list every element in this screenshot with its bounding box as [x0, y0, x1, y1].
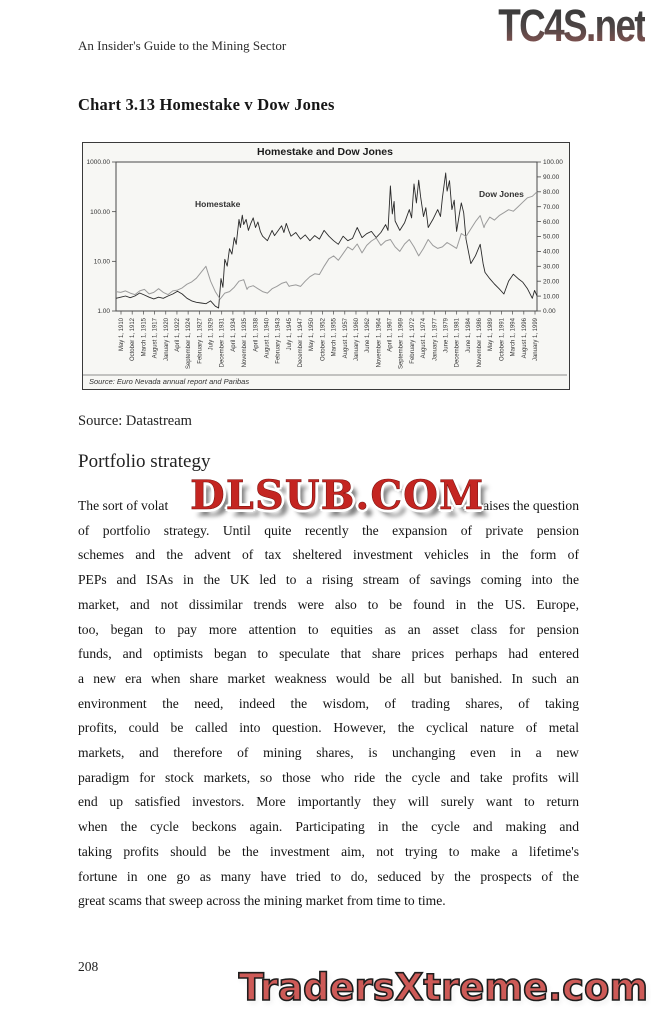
x-axis-label: June 1, 1984 — [466, 317, 472, 352]
paragraph-line: great scams that sweep across the mining… — [78, 893, 446, 909]
x-axis-label: February 1, 1972 — [410, 317, 416, 363]
x-axis-label: October 1, 1991 — [499, 317, 505, 361]
paragraph-line: PEPs and ISAs in the UK led to a rising … — [78, 572, 579, 588]
x-axis-label: August 1, 1996 — [522, 317, 528, 358]
x-axis-label: November 1, 1935 — [242, 317, 248, 367]
chart-title: Homestake and Dow Jones — [257, 146, 393, 158]
x-axis-label: August 1, 1940 — [264, 317, 270, 358]
page-number: 208 — [78, 959, 99, 974]
x-axis-label: July 1, 1945 — [287, 317, 293, 350]
tc4s-logo-watermark: TC4S.net — [498, 0, 646, 51]
right-axis-label: 100.00 — [543, 159, 563, 166]
right-axis-label: 10.00 — [543, 293, 560, 300]
x-axis-label: April 1, 1934 — [231, 317, 237, 351]
paragraph-line: market, and not dissimilar trends were a… — [78, 596, 579, 612]
dow-jones-line — [115, 191, 538, 300]
right-axis-label: 80.00 — [543, 189, 560, 196]
paragraph-line: fortune in one go as many have tried to … — [78, 868, 579, 884]
x-axis-label: October 1, 1952 — [320, 317, 326, 361]
x-axis-label: July 1, 1929 — [209, 317, 215, 350]
x-axis-label: January 1, 1999 — [533, 317, 539, 361]
right-axis-label: 60.00 — [543, 219, 560, 226]
x-axis-label: September 1, 1969 — [399, 317, 405, 369]
paragraph-line: profits, could be called into question. … — [78, 720, 579, 736]
right-axis-label: 0.00 — [543, 308, 556, 315]
x-axis-label: April 1, 1922 — [175, 317, 181, 351]
homestake-line — [115, 172, 538, 309]
x-axis-label: March 1, 1994 — [511, 317, 517, 356]
paragraph-line: The sort of volat raises the question — [78, 494, 579, 519]
paragraph-line: end up satisfied investors. More importa… — [78, 794, 579, 810]
dlsub-watermark: DLSUB.COM — [190, 472, 485, 519]
x-axis-label: June 1, 1962 — [365, 317, 371, 352]
chart-heading: Chart 3.13 Homestake v Dow Jones — [78, 95, 335, 114]
x-axis-label: March 1, 1955 — [332, 317, 338, 356]
x-axis-label: April 1, 1967 — [388, 317, 394, 351]
paragraph-line: when the cycle beckons again. Participat… — [78, 819, 579, 835]
right-axis-label: 70.00 — [543, 204, 560, 211]
left-axis-label: 1000.00 — [87, 159, 111, 166]
body-paragraph: The sort of volat raises the question of… — [78, 475, 579, 914]
chart-figure: Homestake and Dow Jones 1000.00 100.00 10.0… — [82, 142, 570, 390]
figure-source-caption: Source: Datastream — [78, 413, 192, 429]
paragraph-line: markets, and therefore of mining shares,… — [78, 745, 579, 761]
x-axis-label: November 1, 1964 — [376, 317, 382, 367]
x-axis-label: December 1, 1947 — [298, 317, 304, 367]
x-axis-label: December 1, 1981 — [455, 317, 461, 367]
section-heading: Portfolio strategy — [78, 451, 211, 472]
x-axis-label: January 1, 1977 — [432, 317, 438, 361]
right-axis-label: 30.00 — [543, 264, 560, 271]
x-axis-label: January 1, 1960 — [354, 317, 360, 361]
right-axis-label: 90.00 — [543, 174, 560, 181]
chart-source-note: Source: Euro Nevada annual report and Pa… — [89, 377, 249, 386]
paragraph-line1-right: raises the question — [478, 498, 579, 513]
x-axis-label: April 1, 1938 — [253, 317, 259, 351]
right-axis-label: 20.00 — [543, 278, 560, 285]
left-axis-label: 100.00 — [90, 209, 110, 216]
paragraph-line: funds, and optimists began to speculate … — [78, 646, 579, 662]
paragraph-line: paradigm for stock markets, so those who… — [78, 769, 579, 785]
dowjones-series-label: Dow Jones — [479, 189, 524, 199]
left-axis-label: 10.00 — [94, 259, 111, 266]
paragraph-lines: of portfolio strategy. Until quite recen… — [78, 519, 579, 914]
x-axis-label: June 1, 1979 — [443, 317, 449, 352]
paragraph-line: of portfolio strategy. Until quite recen… — [78, 522, 579, 538]
running-head: An Insider's Guide to the Mining Sector — [78, 38, 287, 53]
tradersxtreme-watermark: TradersXtreme.com — [238, 965, 649, 1010]
paragraph-line: schemes and the advent of tax sheltered … — [78, 547, 579, 563]
x-axis-label: August 1, 1957 — [343, 317, 349, 358]
paragraph-line: environment the need, indeed the wisdom,… — [78, 695, 579, 711]
paragraph-line: taking profits should be the investment … — [78, 843, 579, 859]
paragraph-line: too, began to pay more attention to equi… — [78, 621, 579, 637]
x-axis-label: February 1, 1927 — [197, 317, 203, 363]
x-axis-label: March 1, 1915 — [141, 317, 147, 356]
x-axis-label: May 1, 1989 — [488, 317, 494, 351]
left-axis-label: 1.00 — [97, 308, 110, 315]
x-axis-label: August 1, 1974 — [421, 317, 427, 358]
homestake-dowjones-chart: Homestake and Dow Jones 1000.00 100.00 10.0… — [83, 146, 567, 386]
x-axis-label: May 1, 1910 — [119, 317, 125, 351]
right-axis-label: 40.00 — [543, 249, 560, 256]
x-axis-label: May 1, 1950 — [309, 317, 315, 351]
plot-frame — [115, 161, 538, 312]
paragraph-line: a new era when share market weakness wou… — [78, 670, 579, 686]
x-axis-label: September 1, 1924 — [186, 317, 192, 369]
x-axis-label: February 1, 1943 — [276, 317, 282, 363]
x-axis-label: November 1, 1986 — [477, 317, 483, 367]
right-axis-label: 50.00 — [543, 234, 560, 241]
homestake-series-label: Homestake — [195, 199, 241, 209]
x-axis-label: January 1, 1920 — [164, 317, 170, 361]
paragraph-line1-left: The sort of volat — [78, 498, 169, 513]
x-axis-label: December 1, 1931 — [220, 317, 226, 367]
x-axis-label: October 1, 1912 — [130, 317, 136, 361]
x-axis-label: August 1, 1917 — [153, 317, 159, 358]
